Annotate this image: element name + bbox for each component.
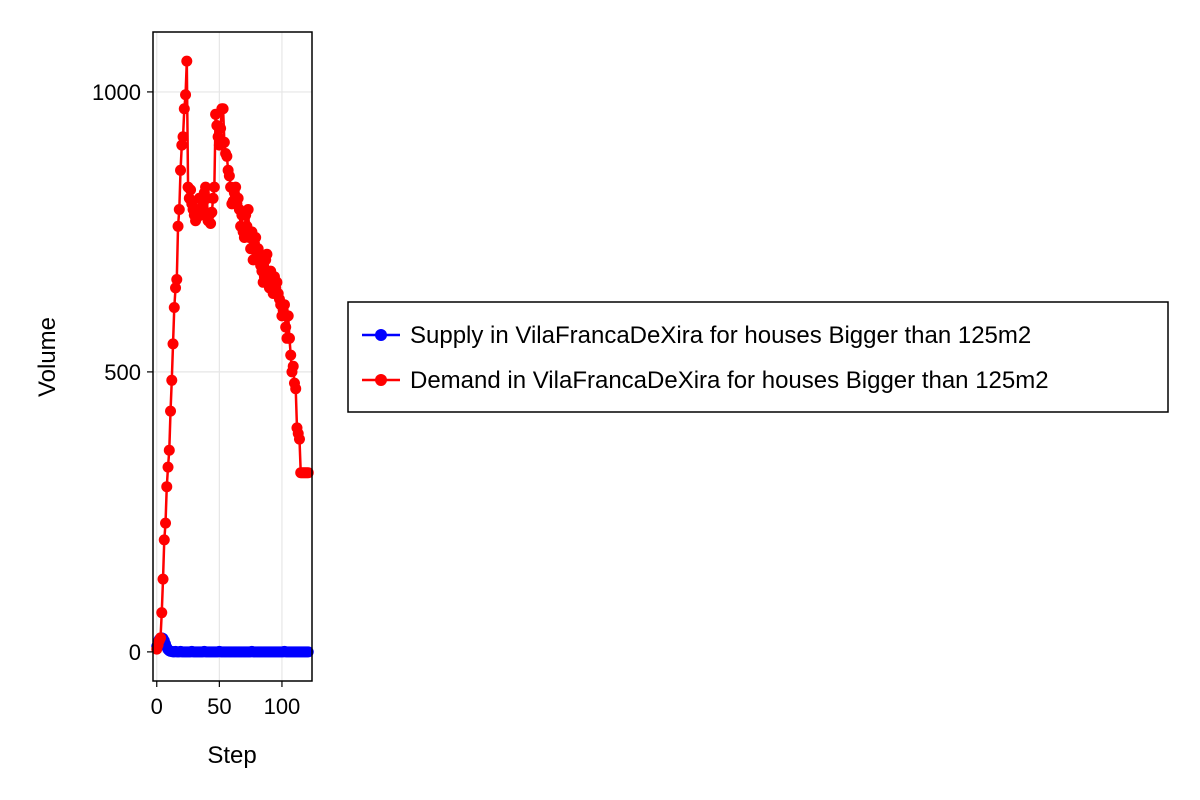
data-point <box>287 360 299 372</box>
data-point <box>168 302 180 313</box>
data-point <box>175 164 187 176</box>
x-tick-label: 100 <box>264 694 301 719</box>
data-point <box>271 276 283 288</box>
legend: Supply in VilaFrancaDeXira for houses Bi… <box>347 301 1169 413</box>
data-point <box>218 136 230 148</box>
data-point <box>166 374 178 386</box>
data-point <box>178 103 190 115</box>
y-axis-label: Volume <box>34 317 61 397</box>
x-axis-label: Step <box>207 742 256 769</box>
data-point <box>206 206 218 218</box>
x-tick-label: 50 <box>207 694 231 719</box>
data-point <box>280 321 292 333</box>
data-point <box>161 481 173 493</box>
data-point <box>221 150 233 162</box>
legend-demand-marker <box>375 374 387 386</box>
data-point <box>207 192 219 204</box>
data-point <box>223 170 235 182</box>
data-point <box>173 204 185 216</box>
data-point <box>170 282 182 294</box>
data-point <box>282 310 294 322</box>
data-point <box>185 184 197 196</box>
data-point <box>252 243 264 255</box>
plot-frame <box>152 31 313 682</box>
legend-item-demand: Demand in VilaFrancaDeXira for houses Bi… <box>362 367 1049 394</box>
legend-demand-label: Demand in VilaFrancaDeXira for houses Bi… <box>410 367 1049 394</box>
data-point <box>155 632 167 644</box>
data-point <box>165 405 177 417</box>
data-point <box>230 181 242 193</box>
legend-box <box>347 301 1169 413</box>
data-point <box>242 204 254 216</box>
data-point <box>293 433 305 445</box>
data-point <box>162 461 174 473</box>
data-point <box>156 607 168 619</box>
data-point <box>176 139 188 151</box>
legend-item-supply: Supply in VilaFrancaDeXira for houses Bi… <box>362 322 1031 349</box>
data-point <box>171 274 183 285</box>
y-tick-label: 1000 <box>92 80 141 105</box>
data-point <box>302 467 314 479</box>
data-point <box>283 332 295 344</box>
legend-supply-marker <box>375 329 387 341</box>
series-layer <box>151 55 314 658</box>
data-point <box>205 218 217 230</box>
data-point <box>261 248 273 260</box>
data-point <box>290 383 302 395</box>
data-point <box>278 299 290 311</box>
legend-supply-label: Supply in VilaFrancaDeXira for houses Bi… <box>410 322 1031 349</box>
data-point <box>157 573 169 585</box>
data-point <box>158 534 170 546</box>
x-tick-label: 0 <box>151 694 163 719</box>
data-point <box>180 89 192 101</box>
data-point <box>181 55 193 67</box>
data-point <box>160 517 172 529</box>
data-point <box>217 103 229 115</box>
data-point <box>177 131 189 143</box>
series-1 <box>151 55 314 655</box>
y-tick-label: 0 <box>129 640 141 665</box>
data-point <box>302 646 314 658</box>
data-point <box>163 444 175 456</box>
data-point <box>250 232 262 244</box>
data-point <box>215 122 227 134</box>
y-tick-label: 500 <box>104 360 141 385</box>
data-point <box>172 220 184 232</box>
data-point <box>167 338 179 350</box>
data-point <box>285 349 297 361</box>
data-point <box>232 192 244 204</box>
data-point <box>200 181 212 193</box>
data-point <box>208 181 220 193</box>
series-0 <box>151 632 314 658</box>
